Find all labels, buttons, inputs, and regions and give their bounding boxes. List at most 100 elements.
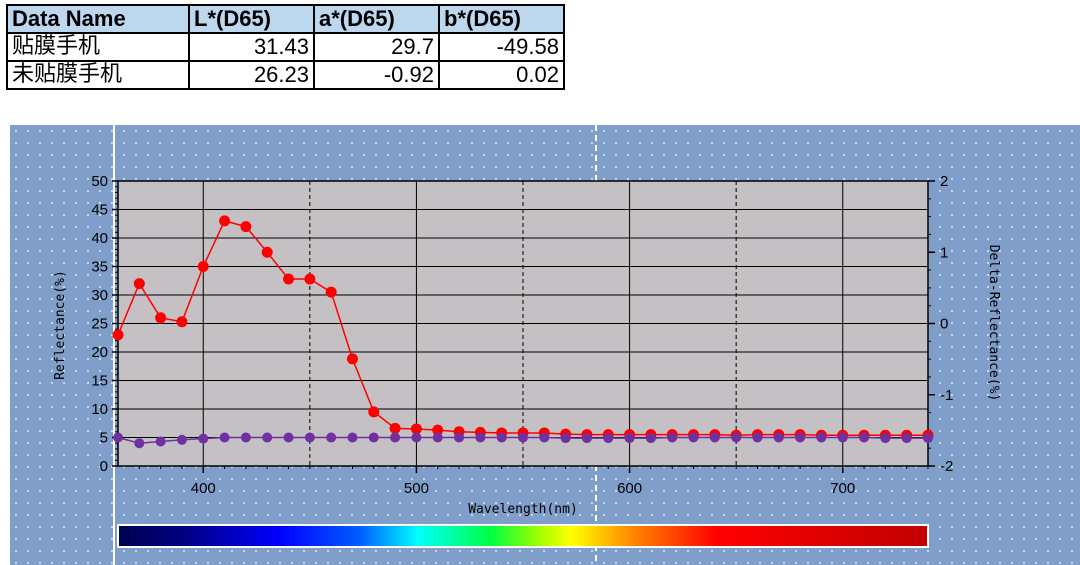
grid-lines	[118, 180, 928, 467]
header-a: a*(D65)	[313, 4, 440, 34]
x-tick-label: 700	[830, 480, 855, 497]
header-data-name: Data Name	[6, 4, 190, 34]
series-2-point	[603, 433, 614, 444]
series-2-point	[581, 433, 592, 444]
series-2-point	[880, 433, 891, 444]
series-1-point	[155, 312, 167, 324]
y2-tick-label: 1	[940, 244, 948, 261]
y-tick-label: 25	[91, 316, 108, 333]
series-2-point	[731, 432, 742, 443]
row-l-value: 26.23	[188, 60, 315, 90]
y2-tick-label: 0	[940, 316, 948, 333]
series-1-point	[432, 424, 444, 436]
series-2-point	[134, 438, 145, 449]
y-tick-label: 5	[100, 430, 108, 447]
series-1-point	[283, 273, 295, 285]
series-2-point	[645, 433, 656, 444]
y-tick-label: 20	[91, 344, 108, 361]
row-name: 未贴膜手机	[6, 60, 190, 90]
x-tick-label: 500	[404, 480, 429, 497]
row-b-value: 0.02	[438, 60, 565, 90]
y-tick-label: 30	[91, 287, 108, 304]
series-2-point	[240, 432, 251, 443]
series-1-point	[219, 215, 231, 227]
table-row: 贴膜手机 31.43 29.7 -49.58	[6, 32, 565, 62]
series-2-point	[219, 432, 230, 443]
series-2-point	[816, 432, 827, 443]
spectrum-bar	[117, 524, 929, 548]
y-tick-label: 40	[91, 230, 108, 247]
series-2-point	[475, 432, 486, 443]
y-axis-label: Reflectance(%)	[53, 270, 68, 380]
y-tick-label: 10	[91, 401, 108, 418]
series-2-point	[837, 432, 848, 443]
y2-axis-label: Delta-Reflectance(%)	[986, 245, 1001, 402]
series-2-point	[347, 432, 358, 443]
series-1-point	[112, 329, 124, 341]
series-2-point	[155, 436, 166, 447]
series-2-point	[624, 433, 635, 444]
series-1-point	[368, 406, 380, 418]
series-2-point	[667, 432, 678, 443]
series-2-point	[901, 433, 912, 444]
series-1-point	[304, 273, 316, 285]
axes: 0 5 10 15 20 25 30 35 40 45 50 -2 -1 0 1 2 400 500 600 700	[91, 173, 953, 497]
series-2-point	[432, 432, 443, 443]
series-1-point	[197, 261, 209, 272]
series-2-point	[326, 432, 337, 443]
row-a-value: 29.7	[313, 32, 440, 62]
series-1-point	[346, 353, 358, 365]
series-2-point	[454, 432, 465, 443]
header-l: L*(D65)	[188, 4, 315, 34]
x-tick-label: 400	[191, 480, 216, 497]
series-2-point	[560, 433, 571, 444]
series-1-point	[240, 221, 252, 233]
series-2-point	[368, 432, 379, 443]
series-2-point	[773, 432, 784, 443]
table-row: 未贴膜手机 26.23 -0.92 0.02	[6, 60, 565, 90]
series-1-point	[389, 422, 401, 434]
series-2-point	[496, 432, 507, 443]
series-2-point	[709, 432, 720, 443]
row-b-value: -49.58	[438, 32, 565, 62]
lab-color-table: Data Name L*(D65) a*(D65) b*(D65) 贴膜手机 3…	[6, 4, 565, 90]
table-header-row: Data Name L*(D65) a*(D65) b*(D65)	[6, 4, 565, 34]
series-2-point	[752, 432, 763, 443]
series-1-point	[325, 286, 337, 298]
series-2-point	[304, 432, 315, 443]
y2-tick-label: 2	[940, 173, 948, 190]
series-1-point	[410, 423, 422, 435]
y-tick-label: 45	[91, 202, 108, 219]
series-2-point	[176, 434, 187, 445]
header-b: b*(D65)	[438, 4, 565, 34]
series-1-point	[261, 246, 273, 258]
x-tick-label: 600	[617, 480, 642, 497]
series-2-point	[795, 432, 806, 443]
series-2-point	[390, 432, 401, 443]
y-tick-label: 50	[91, 173, 108, 190]
series-2-point	[198, 433, 209, 444]
series-2-point	[411, 432, 422, 443]
x-axis-label: Wavelength(nm)	[468, 502, 578, 517]
row-a-value: -0.92	[313, 60, 440, 90]
series-2-point	[113, 432, 123, 443]
series-2-point	[518, 432, 528, 443]
y-tick-label: 0	[100, 458, 108, 475]
series-2-point	[283, 432, 294, 443]
chart-panel: 0 5 10 15 20 25 30 35 40 45 50 -2 -1 0 1 2 400 500 600 700 …	[10, 125, 1080, 565]
y-tick-label: 35	[91, 259, 108, 276]
row-l-value: 31.43	[188, 32, 315, 62]
series-1-point	[176, 316, 188, 328]
series-2-point	[262, 432, 273, 443]
series-2-point	[923, 433, 933, 444]
series-2-point	[539, 432, 550, 443]
series-2-point	[859, 432, 870, 443]
y2-tick-label: -2	[940, 458, 953, 475]
y2-tick-label: -1	[940, 387, 953, 404]
data-series	[112, 215, 934, 449]
series-1-point	[133, 278, 145, 290]
row-name: 贴膜手机	[6, 32, 190, 62]
y-tick-label: 15	[91, 373, 108, 390]
series-2-point	[688, 432, 699, 443]
